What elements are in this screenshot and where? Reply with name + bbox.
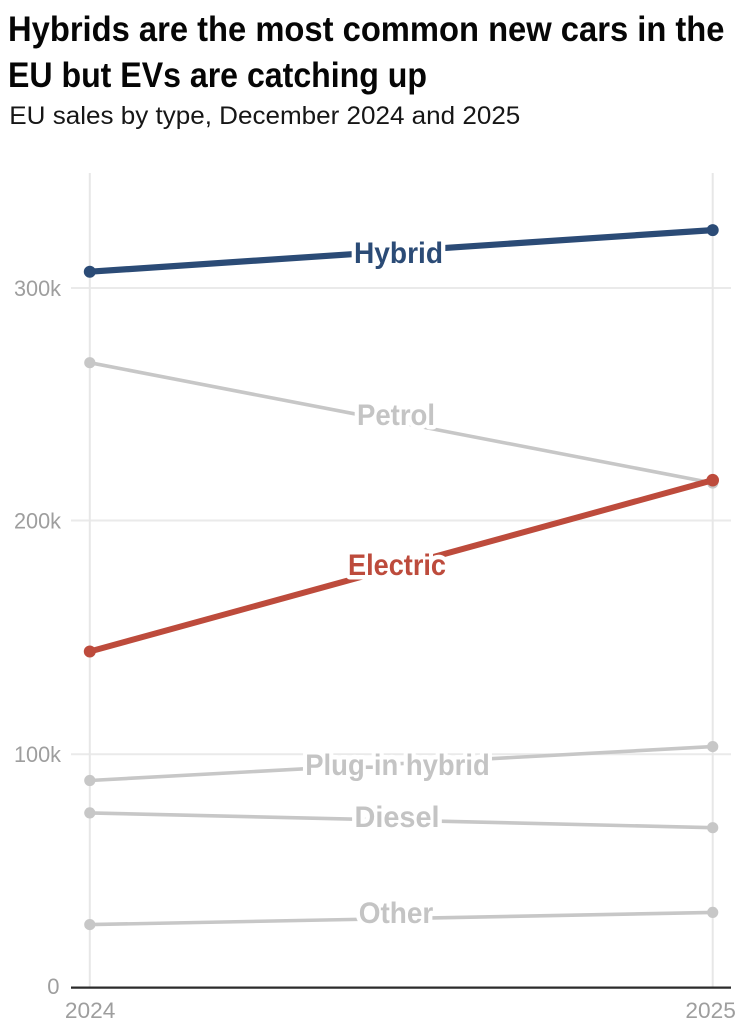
svg-text:Diesel: Diesel: [355, 801, 440, 834]
svg-text:0: 0: [47, 974, 59, 999]
svg-text:Hybrids are the most common ne: Hybrids are the most common new cars in …: [8, 10, 725, 49]
svg-text:Electric: Electric: [348, 549, 446, 582]
svg-text:2024: 2024: [65, 998, 116, 1023]
svg-text:100k: 100k: [14, 742, 62, 767]
svg-text:EU but EVs are catching up: EU but EVs are catching up: [8, 56, 427, 95]
svg-text:Plug-in hybrid: Plug-in hybrid: [305, 749, 490, 782]
svg-text:Other: Other: [359, 897, 434, 930]
svg-text:Petrol: Petrol: [357, 399, 435, 432]
svg-text:Hybrid: Hybrid: [354, 237, 443, 270]
svg-text:2025: 2025: [685, 998, 736, 1023]
svg-text:EU sales by type, December 202: EU sales by type, December 2024 and 2025: [9, 102, 520, 130]
svg-text:300k: 300k: [14, 276, 62, 301]
svg-text:200k: 200k: [14, 508, 62, 533]
